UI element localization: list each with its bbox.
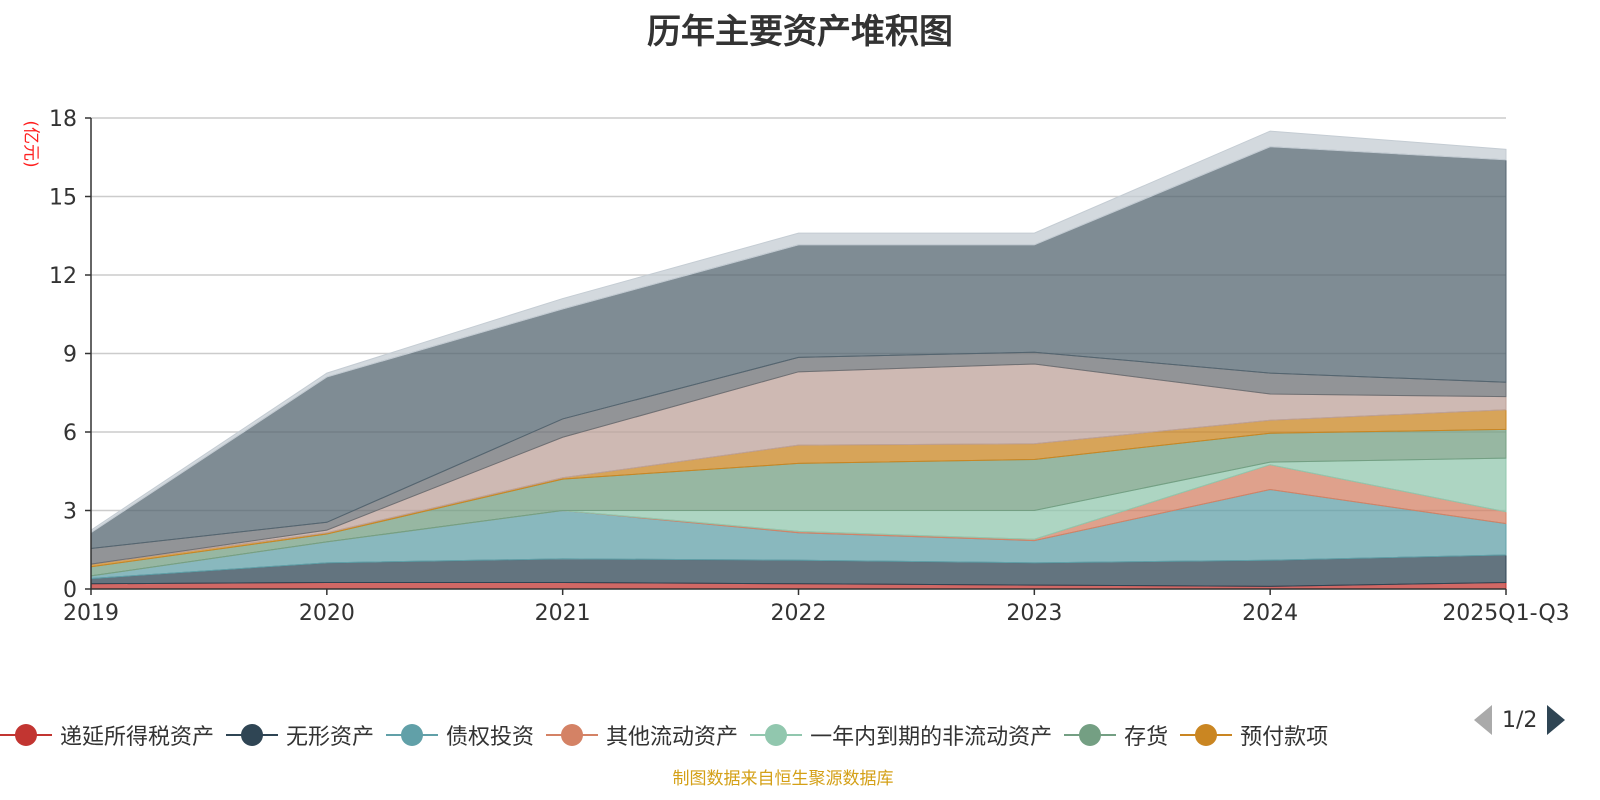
legend-label: 递延所得税资产 xyxy=(60,725,215,750)
x-tick-label-2: 2021 xyxy=(535,601,591,626)
x-tick-label-3: 2022 xyxy=(771,601,827,626)
legend-item-6[interactable]: 预付款项 xyxy=(1180,719,1328,751)
legend-label: 预付款项 xyxy=(1240,725,1329,750)
legend: 递延所得税资产 无形资产 债权投资 其他流动资产 一年内到期的非流动资产 存货 预付款项 xyxy=(0,715,1600,755)
legend-next-icon[interactable] xyxy=(1547,705,1566,735)
legend-item-4[interactable]: 一年内到期的非流动资产 xyxy=(750,719,1052,751)
legend-marker-icon xyxy=(546,722,599,748)
x-tick-label-4: 2023 xyxy=(1006,601,1062,626)
legend-label: 存货 xyxy=(1124,725,1169,750)
x-tick-label-6: 2025Q1-Q3 xyxy=(1442,601,1569,626)
legend-marker-icon xyxy=(386,722,439,748)
legend-pager: 1/2 xyxy=(1474,705,1566,735)
legend-label: 其他流动资产 xyxy=(606,725,739,750)
chart-title: 历年主要资产堆积图 xyxy=(647,12,953,52)
x-tick-label-1: 2020 xyxy=(299,601,355,626)
legend-item-5[interactable]: 存货 xyxy=(1064,719,1168,751)
area-series xyxy=(90,130,1507,590)
legend-item-2[interactable]: 债权投资 xyxy=(386,719,534,751)
axes: 0 3 6 9 12 15 18 2019 2020 2021 2022 2023 2024 2025Q1… xyxy=(49,107,1570,626)
legend-page-indicator: 1/2 xyxy=(1502,707,1538,733)
area-series-10 xyxy=(90,130,1507,534)
legend-marker-icon xyxy=(750,722,803,748)
y-tick-label-4: 12 xyxy=(49,264,77,289)
y-tick-label-1: 3 xyxy=(63,500,77,525)
legend-marker-icon xyxy=(226,722,279,748)
legend-item-0[interactable]: 递延所得税资产 xyxy=(0,719,214,751)
legend-item-3[interactable]: 其他流动资产 xyxy=(546,719,738,751)
y-tick-label-0: 0 xyxy=(63,578,77,603)
legend-prev-icon[interactable] xyxy=(1474,705,1492,735)
y-tick-label-2: 6 xyxy=(63,421,77,446)
legend-marker-icon xyxy=(0,722,52,748)
x-tick-label-0: 2019 xyxy=(63,601,119,626)
source-note: 制图数据来自恒生聚源数据库 xyxy=(672,769,894,789)
y-tick-label-6: 18 xyxy=(49,107,77,132)
legend-item-1[interactable]: 无形资产 xyxy=(226,719,374,751)
x-tick-label-5: 2024 xyxy=(1242,601,1298,626)
legend-marker-icon xyxy=(1064,722,1117,748)
legend-marker-icon xyxy=(1180,722,1233,748)
y-tick-label-5: 15 xyxy=(49,186,77,211)
legend-label: 债权投资 xyxy=(446,725,535,750)
legend-label: 一年内到期的非流动资产 xyxy=(810,725,1053,750)
y-tick-label-3: 9 xyxy=(63,343,77,368)
legend-label: 无形资产 xyxy=(286,725,375,750)
